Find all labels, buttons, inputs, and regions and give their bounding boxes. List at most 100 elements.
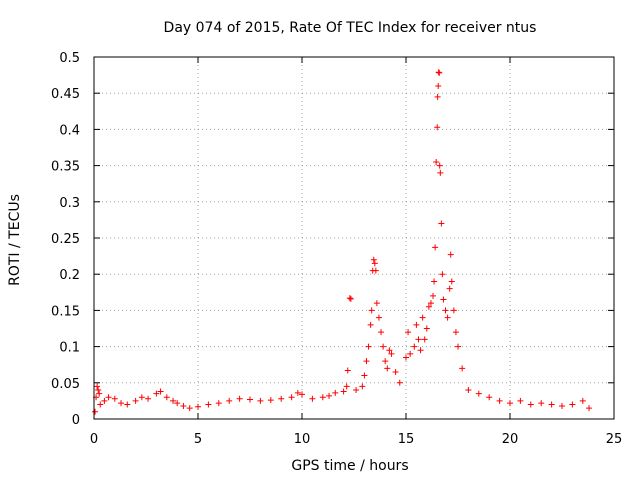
data-point xyxy=(432,244,439,251)
data-point xyxy=(392,368,399,375)
x-tick-label: 15 xyxy=(398,432,415,447)
data-point xyxy=(436,69,443,76)
data-point xyxy=(368,307,375,314)
data-point xyxy=(346,295,353,302)
data-point xyxy=(475,390,482,397)
data-point xyxy=(538,400,545,407)
data-point xyxy=(205,401,212,408)
data-point xyxy=(170,397,177,404)
data-point xyxy=(423,325,430,332)
data-point xyxy=(153,390,160,397)
data-point xyxy=(434,124,441,131)
data-point xyxy=(569,401,576,408)
data-point xyxy=(332,389,339,396)
data-point xyxy=(344,367,351,374)
data-point xyxy=(367,321,374,328)
data-point xyxy=(430,292,437,299)
data-point xyxy=(97,401,104,408)
y-tick-label: 0.5 xyxy=(59,51,80,66)
data-point xyxy=(405,329,412,336)
data-point xyxy=(496,397,503,404)
data-point xyxy=(434,93,441,100)
data-point xyxy=(186,405,193,412)
data-point xyxy=(459,365,466,372)
data-point xyxy=(413,321,420,328)
data-point xyxy=(215,400,222,407)
y-tick-label: 0.1 xyxy=(59,341,80,356)
y-tick-label: 0.15 xyxy=(51,304,80,319)
data-points xyxy=(92,69,593,415)
data-point xyxy=(380,343,387,350)
data-point xyxy=(371,260,378,267)
data-point xyxy=(388,350,395,357)
data-point xyxy=(375,314,382,321)
chart-title: Day 074 of 2015, Rate Of TEC Index for r… xyxy=(164,20,537,36)
data-point xyxy=(419,314,426,321)
data-point xyxy=(411,343,418,350)
data-point xyxy=(124,401,131,408)
data-point xyxy=(465,387,472,394)
data-point xyxy=(340,388,347,395)
data-point xyxy=(157,388,164,395)
data-point xyxy=(294,389,301,396)
data-point xyxy=(507,400,513,407)
data-point xyxy=(442,307,449,314)
data-point xyxy=(452,329,459,336)
data-point xyxy=(450,307,457,314)
grid-lines xyxy=(94,57,614,419)
data-point xyxy=(370,256,377,263)
data-point xyxy=(288,394,295,401)
data-point xyxy=(195,403,201,410)
x-axis-label: GPS time / hours xyxy=(291,458,408,474)
data-point xyxy=(415,336,422,343)
data-point xyxy=(343,383,350,390)
data-point xyxy=(421,336,428,343)
data-point xyxy=(448,278,455,285)
data-point xyxy=(425,303,432,310)
data-point xyxy=(438,220,445,227)
data-point xyxy=(361,372,368,379)
data-point xyxy=(363,358,370,365)
data-point xyxy=(372,267,379,274)
data-point xyxy=(101,397,108,404)
data-point xyxy=(586,405,593,412)
y-tick-label: 0.35 xyxy=(51,160,80,175)
data-point xyxy=(548,401,555,408)
y-axis-label: ROTI / TECUs xyxy=(7,194,23,286)
data-point xyxy=(373,300,380,307)
data-point xyxy=(111,395,118,402)
data-point xyxy=(427,300,434,307)
x-tick-label: 25 xyxy=(606,432,623,447)
y-tick-label: 0.4 xyxy=(59,123,80,138)
data-point xyxy=(486,394,493,401)
data-point xyxy=(96,390,103,397)
data-point xyxy=(359,383,366,390)
axis-ticks: 0 5 10 15 20 25 0 0.05 0.1 0.15 0.2 0.25 0.3 0.35 0.4 0… xyxy=(51,51,622,447)
data-point xyxy=(267,397,274,404)
data-point xyxy=(517,397,524,404)
data-point xyxy=(433,158,440,165)
y-tick-label: 0.45 xyxy=(51,87,80,102)
data-point xyxy=(326,392,333,399)
data-point xyxy=(174,400,181,407)
data-point xyxy=(407,350,414,357)
y-tick-label: 0.2 xyxy=(59,268,80,283)
x-tick-label: 0 xyxy=(90,432,98,447)
data-point xyxy=(559,402,565,409)
data-point xyxy=(365,343,372,350)
data-point xyxy=(431,278,438,285)
data-point xyxy=(138,394,145,401)
data-point xyxy=(94,383,101,390)
x-tick-label: 10 xyxy=(294,432,311,447)
data-point xyxy=(455,343,461,350)
data-point xyxy=(527,401,534,408)
data-point xyxy=(145,395,152,402)
data-point xyxy=(180,402,187,409)
data-point xyxy=(403,354,409,361)
data-point xyxy=(378,329,385,336)
data-point xyxy=(386,347,393,354)
data-point xyxy=(444,314,451,321)
data-point xyxy=(319,394,326,401)
data-point xyxy=(446,285,453,292)
